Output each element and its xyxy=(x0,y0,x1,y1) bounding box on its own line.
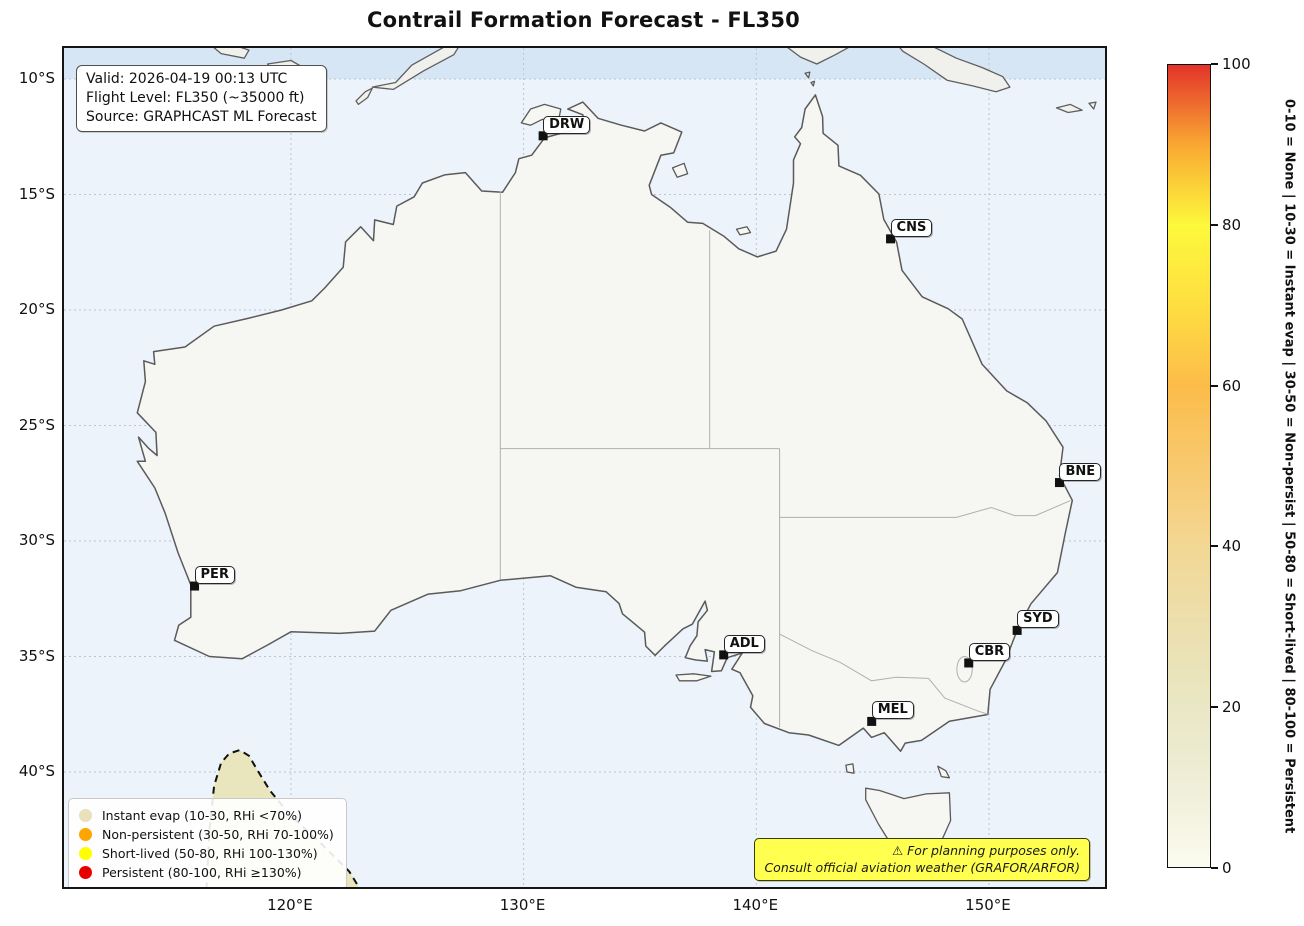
valid-time-text: Valid: 2026-04-19 00:13 UTC xyxy=(86,71,288,87)
map-canvas: Valid: 2026-04-19 00:13 UTC Flight Level… xyxy=(62,46,1107,889)
colorbar-tick-mark xyxy=(1211,223,1218,226)
y-axis-tick-label: 25°S xyxy=(18,415,55,434)
colorbar xyxy=(1167,64,1211,868)
city-label-per: PER xyxy=(194,566,235,585)
colorbar-tick-label: 40 xyxy=(1222,537,1242,556)
city-label-cns: CNS xyxy=(890,218,933,237)
island-foreign xyxy=(1055,103,1083,114)
y-axis-tick-label: 35°S xyxy=(18,646,55,665)
warning-line-2: Consult official aviation weather (GRAFO… xyxy=(764,860,1080,875)
colorbar-tick-label: 60 xyxy=(1222,376,1242,395)
australia-mainland xyxy=(136,94,1074,752)
act-border xyxy=(956,656,973,683)
australia-island xyxy=(845,763,855,774)
legend-item: Non-persistent (30-50, RHi 70-100%) xyxy=(79,825,334,844)
legend: Instant evap (10-30, RHi <70%) Non-persis… xyxy=(68,798,347,887)
city-marker-per xyxy=(190,581,200,591)
legend-item-label: Non-persistent (30-50, RHi 70-100%) xyxy=(102,827,334,842)
colorbar-tick-mark xyxy=(1211,384,1218,387)
page-title: Contrail Formation Forecast - FL350 xyxy=(367,8,800,32)
source-text: Source: GRAPHCAST ML Forecast xyxy=(86,109,317,125)
city-marker-syd xyxy=(1012,625,1022,635)
warning-box: ⚠ For planning purposes only. Consult of… xyxy=(754,838,1090,881)
forecast-info-box: Valid: 2026-04-19 00:13 UTC Flight Level… xyxy=(76,65,327,132)
colorbar-tick-label: 0 xyxy=(1222,859,1232,877)
australia-island xyxy=(675,673,712,682)
colorbar-tick-mark xyxy=(1211,63,1218,65)
city-label-drw: DRW xyxy=(543,115,591,134)
city-marker-mel xyxy=(867,716,877,726)
city-label-syd: SYD xyxy=(1017,610,1059,629)
x-axis-tick-label: 150°E xyxy=(965,896,1011,914)
island-foreign xyxy=(899,48,1011,93)
state-border xyxy=(779,500,1071,518)
australia-map-svg xyxy=(64,48,1105,887)
colorbar-tick-mark xyxy=(1211,545,1218,548)
island-foreign xyxy=(213,48,250,59)
australia-island xyxy=(865,787,952,855)
colorbar-label: 0-10 = None | 10-30 = Instant evap | 30-… xyxy=(1281,98,1297,834)
city-marker-cbr xyxy=(964,658,974,668)
y-axis-tick-label: 30°S xyxy=(18,531,55,549)
colorbar-tick-label: 20 xyxy=(1222,698,1242,717)
legend-item: Short-lived (50-80, RHi 100-130%) xyxy=(79,844,334,863)
y-axis-tick-label: 40°S xyxy=(18,762,55,780)
legend-item: Instant evap (10-30, RHi <70%) xyxy=(79,806,334,825)
city-label-cbr: CBR xyxy=(968,642,1011,661)
legend-item-label: Short-lived (50-80, RHi 100-130%) xyxy=(102,846,318,861)
island-foreign xyxy=(787,48,849,65)
legend-swatch-icon xyxy=(79,828,92,841)
island-foreign xyxy=(355,87,373,106)
australia-island xyxy=(671,162,689,178)
colorbar-tick-label: 80 xyxy=(1222,215,1242,234)
island-foreign xyxy=(1088,101,1097,110)
x-axis-tick-label: 130°E xyxy=(499,896,546,914)
legend-swatch-icon xyxy=(79,847,92,860)
island-foreign xyxy=(371,48,459,91)
legend-item-label: Instant evap (10-30, RHi <70%) xyxy=(102,808,302,823)
x-axis-tick-label: 120°E xyxy=(267,896,313,914)
colorbar-tick-label: 100 xyxy=(1222,55,1251,73)
legend-swatch-icon xyxy=(79,866,92,879)
x-axis-tick-label: 140°E xyxy=(732,896,779,914)
city-marker-bne xyxy=(1054,478,1064,488)
legend-item-label: Persistent (80-100, RHi ≥130%) xyxy=(102,865,302,880)
australia-island xyxy=(804,71,811,79)
y-axis-tick-label: 20°S xyxy=(18,300,55,318)
city-label-adl: ADL xyxy=(723,634,765,653)
australia-island xyxy=(735,226,752,236)
warning-line-1: ⚠ For planning purposes only. xyxy=(892,843,1080,858)
legend-item: Persistent (80-100, RHi ≥130%) xyxy=(79,863,334,882)
city-label-bne: BNE xyxy=(1059,462,1102,481)
city-marker-cns xyxy=(886,234,896,244)
y-axis-tick-label: 15°S xyxy=(18,184,55,203)
australia-island xyxy=(937,765,951,779)
australia-island xyxy=(810,80,816,87)
state-border xyxy=(779,633,989,715)
colorbar-tick-mark xyxy=(1211,706,1218,709)
flight-level-text: Flight Level: FL350 (~35000 ft) xyxy=(86,90,305,106)
y-axis-tick-label: 10°S xyxy=(18,69,55,87)
colorbar-tick-mark xyxy=(1211,867,1218,869)
city-label-mel: MEL xyxy=(871,701,914,720)
legend-swatch-icon xyxy=(79,809,92,822)
city-marker-drw xyxy=(538,131,548,141)
city-marker-adl xyxy=(719,650,729,660)
